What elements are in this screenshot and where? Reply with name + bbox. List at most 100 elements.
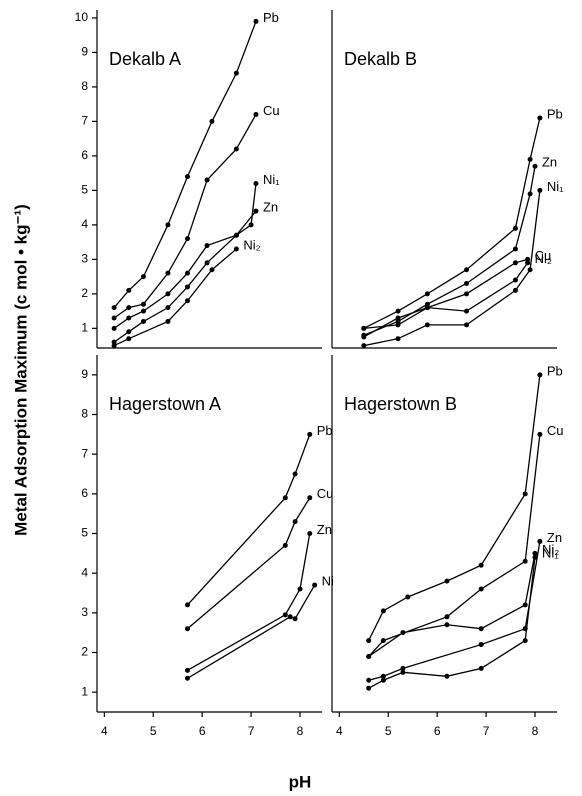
data-point bbox=[522, 638, 528, 644]
x-tick-label: 7 bbox=[248, 724, 255, 738]
data-point bbox=[248, 222, 254, 228]
series-label: Pb bbox=[263, 10, 279, 25]
series-label: Zn bbox=[263, 200, 278, 215]
series-label: Ni₂ bbox=[535, 251, 552, 266]
x-tick-label: 8 bbox=[532, 724, 539, 738]
data-point bbox=[253, 180, 259, 186]
series-label: Ni₂ bbox=[542, 542, 559, 557]
data-point bbox=[184, 298, 190, 304]
data-point bbox=[444, 673, 450, 679]
x-tick-label: 6 bbox=[199, 724, 206, 738]
series-label: Cu bbox=[317, 486, 334, 501]
data-point bbox=[184, 284, 190, 290]
series-line bbox=[113, 248, 237, 347]
data-point bbox=[478, 642, 484, 648]
series-label: Pb bbox=[547, 363, 563, 378]
data-point bbox=[395, 336, 401, 342]
data-point bbox=[405, 594, 411, 600]
data-point bbox=[165, 270, 171, 276]
data-point bbox=[512, 287, 518, 293]
x-tick-label: 7 bbox=[483, 724, 490, 738]
data-point bbox=[522, 602, 528, 608]
data-point bbox=[204, 177, 210, 183]
y-tick-label: 6 bbox=[81, 486, 88, 500]
data-point bbox=[233, 246, 239, 252]
x-tick-label: 6 bbox=[434, 724, 441, 738]
data-point bbox=[537, 187, 543, 193]
data-point bbox=[380, 677, 386, 683]
y-tick-label: 5 bbox=[81, 526, 88, 540]
data-point bbox=[532, 550, 538, 556]
data-point bbox=[233, 232, 239, 238]
data-point bbox=[424, 322, 430, 328]
data-point bbox=[165, 291, 171, 297]
series-line bbox=[113, 210, 257, 343]
series-label: Pb bbox=[317, 423, 333, 438]
series-label: Ni₁ bbox=[547, 179, 564, 194]
data-point bbox=[424, 291, 430, 297]
y-tick-label: 5 bbox=[81, 183, 88, 197]
data-point bbox=[478, 562, 484, 568]
data-point bbox=[233, 146, 239, 152]
data-point bbox=[366, 677, 372, 683]
x-tick-label: 5 bbox=[385, 724, 392, 738]
data-point bbox=[204, 260, 210, 266]
series-line bbox=[187, 533, 311, 671]
data-point bbox=[184, 675, 190, 681]
data-point bbox=[444, 614, 450, 620]
data-point bbox=[292, 471, 298, 477]
data-point bbox=[522, 491, 528, 497]
data-point bbox=[165, 222, 171, 228]
data-point bbox=[312, 582, 318, 588]
y-tick-label: 2 bbox=[81, 286, 88, 300]
data-point bbox=[184, 626, 190, 632]
series-line bbox=[368, 557, 536, 689]
data-point bbox=[253, 208, 259, 214]
series-line bbox=[113, 114, 257, 319]
data-point bbox=[395, 318, 401, 324]
data-point bbox=[380, 673, 386, 679]
y-tick-label: 8 bbox=[81, 407, 88, 421]
data-point bbox=[464, 308, 470, 314]
data-point bbox=[361, 325, 367, 331]
data-point bbox=[111, 339, 117, 345]
data-point bbox=[287, 614, 293, 620]
series-label: Ni₁ bbox=[263, 172, 280, 187]
data-point bbox=[297, 586, 303, 592]
data-point bbox=[184, 602, 190, 608]
data-point bbox=[424, 301, 430, 307]
series-line bbox=[363, 262, 529, 329]
series-label: Cu bbox=[535, 248, 552, 263]
data-point bbox=[525, 260, 531, 266]
data-point bbox=[532, 163, 538, 169]
data-point bbox=[282, 542, 288, 548]
series-label: Zn bbox=[547, 530, 562, 545]
data-point bbox=[126, 305, 132, 311]
data-point bbox=[253, 18, 259, 24]
data-point bbox=[253, 112, 259, 118]
y-tick-label: 4 bbox=[81, 217, 88, 231]
series-label: Ni bbox=[322, 574, 334, 589]
y-tick-label: 7 bbox=[81, 446, 88, 460]
data-point bbox=[140, 318, 146, 324]
data-point bbox=[380, 608, 386, 614]
data-point bbox=[165, 318, 171, 324]
data-point bbox=[512, 277, 518, 283]
data-point bbox=[209, 267, 215, 273]
x-tick-label: 8 bbox=[297, 724, 304, 738]
data-point bbox=[292, 519, 298, 525]
y-tick-label: 6 bbox=[81, 148, 88, 162]
x-tick-label: 4 bbox=[336, 724, 343, 738]
data-point bbox=[537, 115, 543, 121]
data-point bbox=[233, 70, 239, 76]
data-point bbox=[424, 305, 430, 311]
y-tick-label: 4 bbox=[81, 565, 88, 579]
data-point bbox=[478, 626, 484, 632]
data-point bbox=[184, 667, 190, 673]
y-tick-label: 3 bbox=[81, 252, 88, 266]
data-point bbox=[527, 156, 533, 162]
data-point bbox=[184, 270, 190, 276]
y-tick-label: 8 bbox=[81, 79, 88, 93]
data-point bbox=[444, 578, 450, 584]
